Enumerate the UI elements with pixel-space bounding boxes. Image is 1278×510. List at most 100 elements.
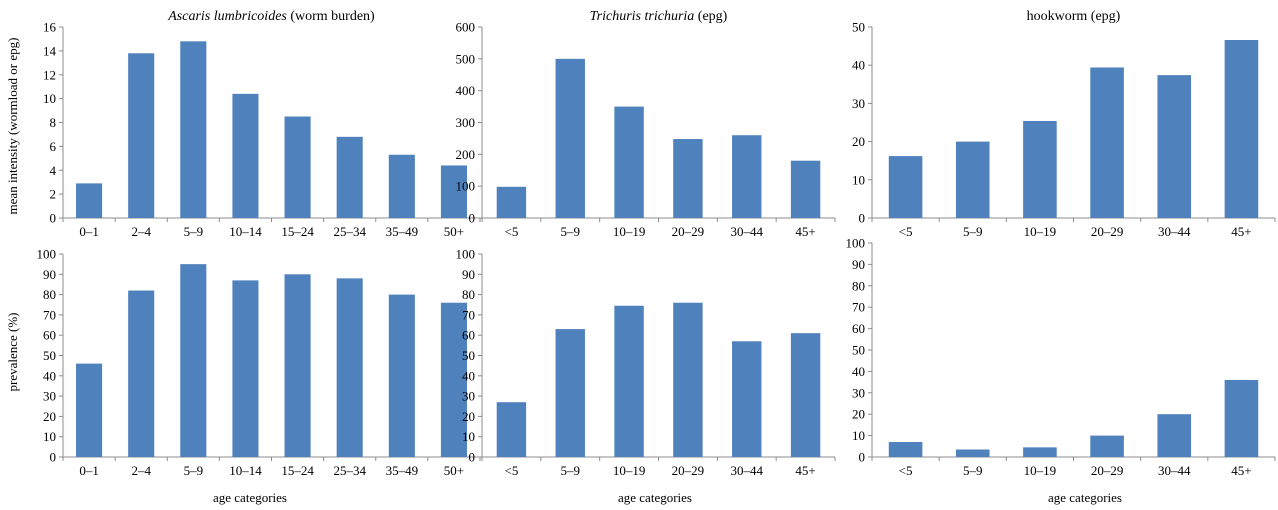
y-tick-label: 2	[50, 187, 57, 202]
bar	[1224, 379, 1259, 457]
bar	[76, 363, 103, 457]
y-tick-label: 0	[469, 450, 476, 465]
bar	[440, 165, 467, 218]
x-tick-label: 5–9	[184, 463, 204, 478]
y-tick-label: 70	[852, 300, 865, 315]
y-tick-label: 500	[456, 51, 476, 66]
y-tick-label: 8	[50, 115, 57, 130]
y-tick-label: 10	[462, 429, 475, 444]
bar	[284, 116, 311, 218]
x-tick-label: 5–9	[184, 224, 204, 239]
y-tick-label: 30	[43, 389, 56, 404]
x-tick-label: 25–34	[333, 224, 366, 239]
x-tick-label: 0–1	[79, 463, 99, 478]
bar	[555, 329, 585, 457]
x-tick-label: 45+	[795, 463, 815, 478]
y-tick-label: 40	[852, 58, 865, 73]
bar	[76, 183, 103, 218]
x-axis-label-2: age categories	[618, 490, 692, 505]
y-tick-label: 40	[852, 364, 865, 379]
bar	[284, 274, 311, 457]
y-tick-label: 30	[852, 385, 865, 400]
y-tick-label: 90	[462, 267, 475, 282]
x-tick-label: 20–29	[1091, 463, 1124, 478]
y-tick-label: 200	[456, 147, 476, 162]
y-tick-label: 50	[852, 20, 865, 35]
bar	[555, 58, 585, 219]
bar	[790, 333, 821, 457]
x-tick-label: 35–49	[386, 463, 419, 478]
x-tick-label: 10–19	[1024, 224, 1057, 239]
x-tick-label: 35–49	[386, 224, 419, 239]
y-tick-label: 60	[43, 328, 56, 343]
y-tick-label: 40	[462, 368, 475, 383]
y-axis-label-prevalence: prevalence (%)	[5, 312, 20, 391]
bar	[1090, 435, 1124, 457]
panel-title-3: hookworm (epg)	[1027, 9, 1121, 24]
bar	[673, 302, 703, 457]
x-tick-label: 50+	[444, 463, 464, 478]
bar	[1090, 67, 1124, 218]
x-tick-label: 45+	[1231, 224, 1251, 239]
x-tick-label: 10–19	[613, 463, 646, 478]
y-tick-label: 80	[462, 287, 475, 302]
y-tick-label: 60	[852, 321, 865, 336]
x-tick-label: 25–34	[333, 463, 366, 478]
y-tick-label: 12	[43, 67, 56, 82]
x-tick-label: 5–9	[963, 224, 983, 239]
bar	[955, 449, 990, 457]
bar	[232, 280, 259, 457]
panel-title-2: Trichuris trichuria (epg)	[590, 9, 728, 24]
x-tick-label: 5–9	[963, 463, 983, 478]
y-tick-label: 60	[462, 328, 475, 343]
y-axis-label-intensity: mean intensity (wormload or epg)	[5, 38, 20, 215]
bar	[128, 53, 155, 219]
bar	[1023, 120, 1057, 218]
bar	[790, 160, 821, 218]
y-tick-label: 100	[456, 179, 476, 194]
y-tick-label: 80	[852, 278, 865, 293]
bar	[1157, 414, 1192, 457]
x-tick-label: <5	[504, 463, 518, 478]
y-tick-label: 20	[43, 409, 56, 424]
x-tick-label: 20–29	[672, 224, 705, 239]
bar	[496, 186, 527, 218]
y-tick-label: 0	[50, 450, 57, 465]
bar	[888, 442, 923, 457]
bar	[232, 93, 259, 218]
x-axis-label-3: age categories	[1048, 490, 1122, 505]
bar	[388, 294, 415, 457]
bar	[336, 136, 363, 218]
y-tick-label: 6	[50, 139, 57, 154]
y-tick-label: 10	[852, 172, 865, 187]
x-tick-label: 30–44	[1158, 224, 1191, 239]
x-tick-label: <5	[899, 463, 913, 478]
x-tick-label: 20–29	[1091, 224, 1124, 239]
x-tick-label: 30–44	[731, 463, 764, 478]
bar	[180, 264, 207, 457]
x-tick-label: 45+	[795, 224, 815, 239]
bar	[180, 41, 207, 219]
y-tick-label: 50	[852, 343, 865, 358]
panel-title-1: Ascaris lumbricoides (worm burden)	[167, 9, 375, 24]
x-tick-label: 10–14	[229, 224, 262, 239]
x-tick-label: 2–4	[131, 463, 151, 478]
y-tick-label: 400	[456, 83, 476, 98]
y-tick-label: 70	[462, 307, 475, 322]
y-tick-label: 14	[43, 43, 57, 58]
x-tick-label: <5	[899, 224, 913, 239]
x-tick-label: 10–19	[1024, 463, 1057, 478]
bar	[732, 341, 762, 457]
y-tick-label: 50	[462, 348, 475, 363]
bar	[614, 106, 644, 218]
x-tick-label: 20–29	[672, 463, 705, 478]
y-tick-label: 70	[43, 307, 56, 322]
y-tick-label: 10	[43, 91, 56, 106]
y-tick-label: 10	[852, 428, 865, 443]
y-tick-label: 10	[43, 429, 56, 444]
x-tick-label: 45+	[1231, 463, 1251, 478]
y-tick-label: 40	[43, 368, 56, 383]
bar	[1157, 75, 1192, 218]
bar	[673, 139, 703, 218]
x-tick-label: 2–4	[131, 224, 151, 239]
